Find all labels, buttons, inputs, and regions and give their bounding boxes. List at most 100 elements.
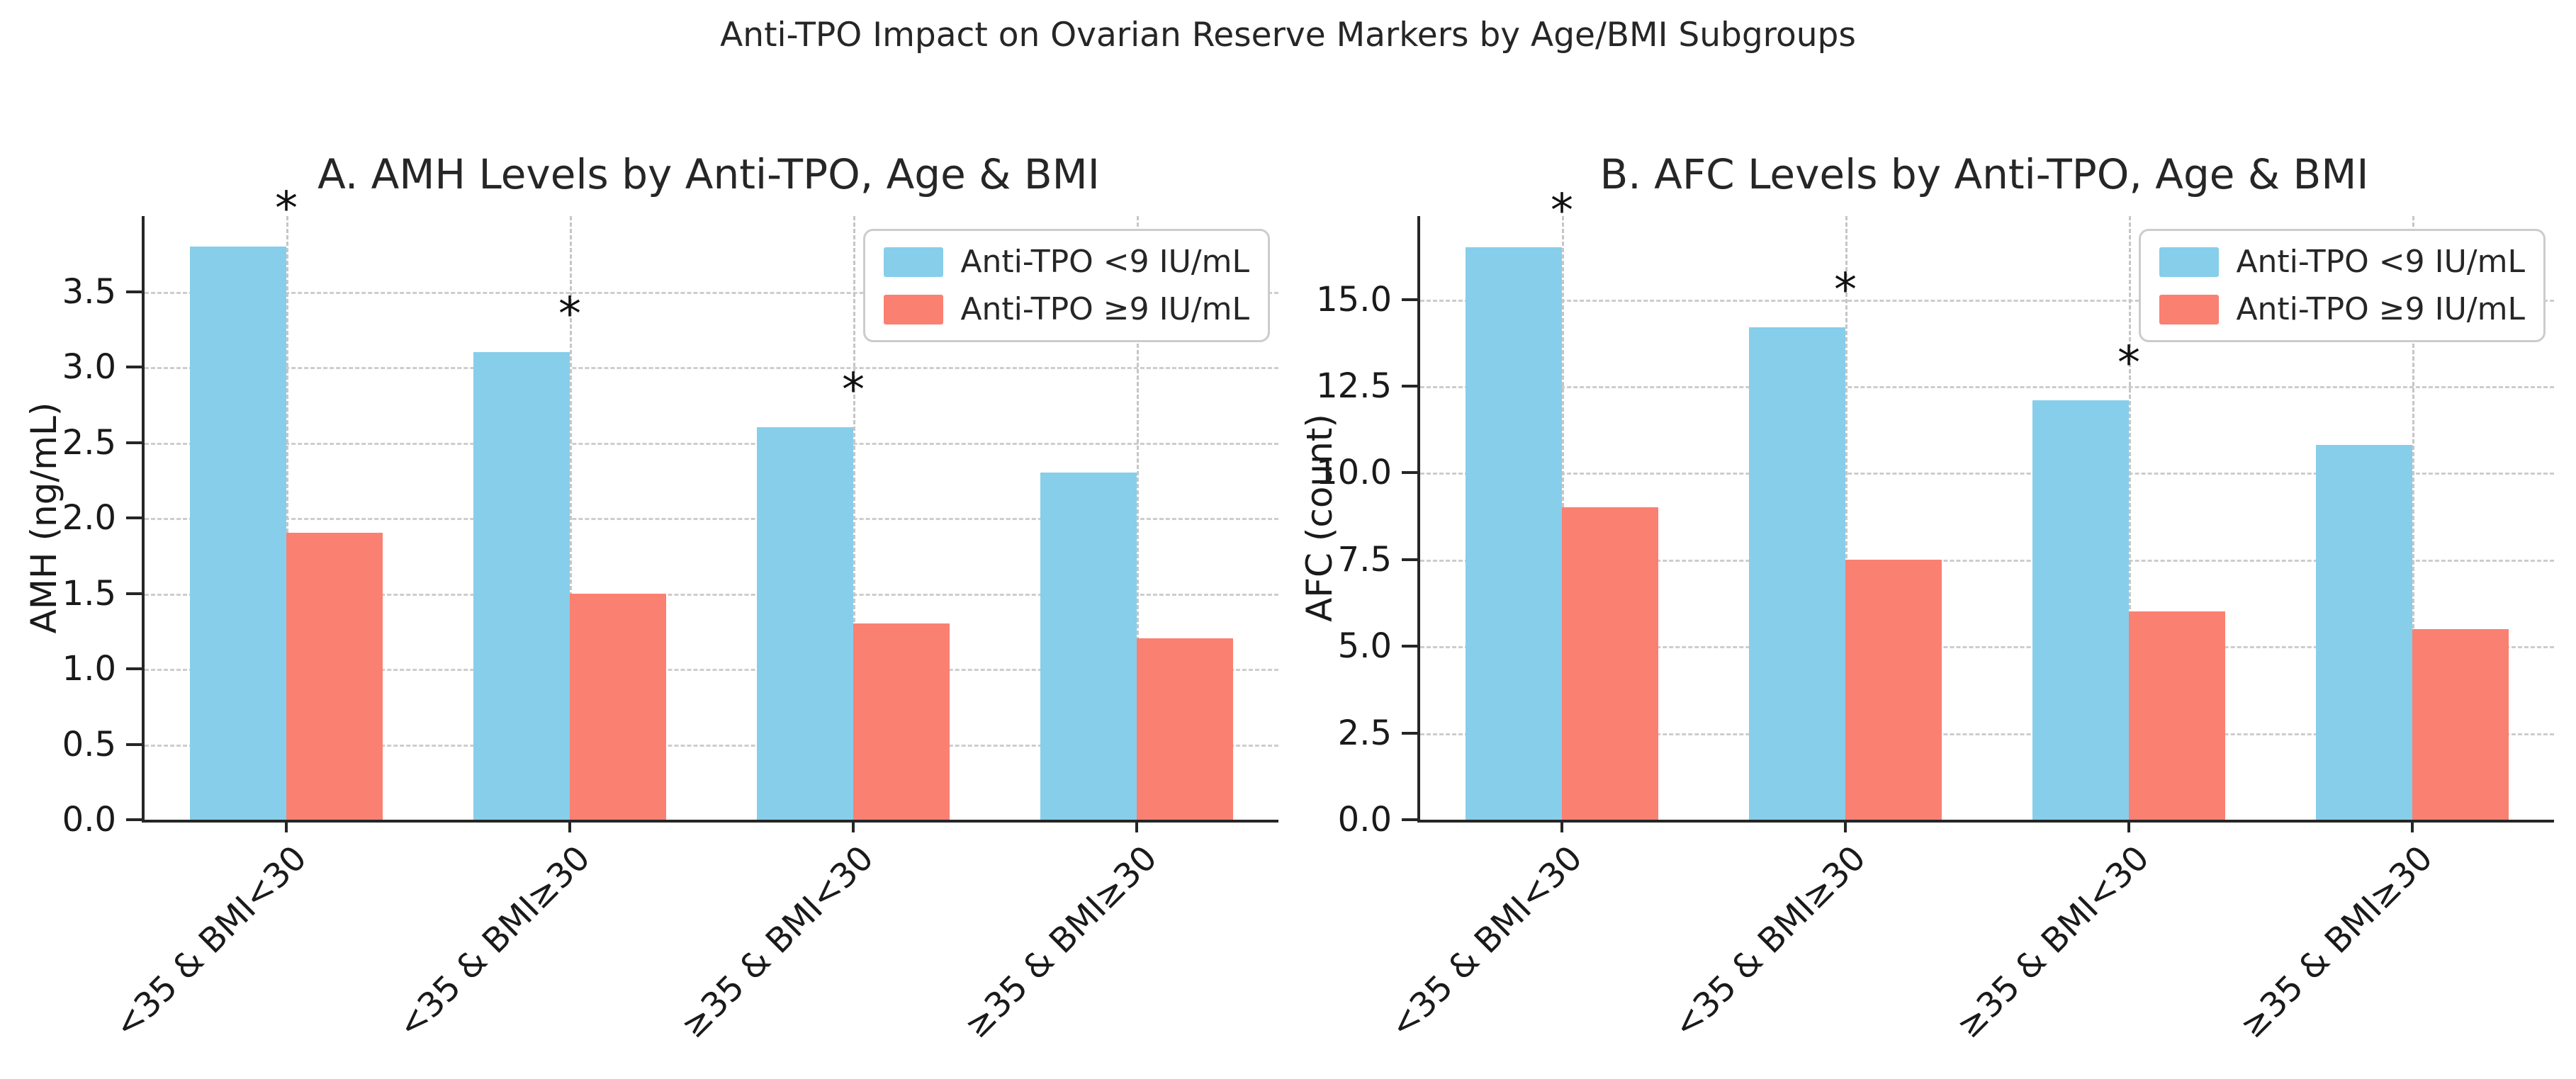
x-tick-label: <35 & BMI<30 xyxy=(106,838,315,1046)
gridline-horizontal xyxy=(145,593,1278,596)
y-tick-mark xyxy=(126,516,142,519)
y-tick-label: 1.0 xyxy=(62,649,116,689)
x-tick-mark xyxy=(852,823,855,832)
x-tick-label: ≥35 & BMI≥30 xyxy=(957,838,1165,1046)
bar-anti-tpo-high xyxy=(853,623,950,820)
significance-asterisk: * xyxy=(2117,337,2140,390)
x-tick-label: ≥35 & BMI≥30 xyxy=(2232,838,2441,1046)
legend-item: Anti-TPO <9 IU/mL xyxy=(2159,244,2525,280)
y-tick-label: 7.5 xyxy=(1337,539,1392,580)
bar-anti-tpo-low xyxy=(1466,247,1562,820)
panel-amh-y-axis-label: AMH (ng/mL) xyxy=(23,402,64,634)
gridline-vertical xyxy=(2129,216,2131,820)
bar-anti-tpo-low xyxy=(473,351,570,820)
panel-afc-plot-area: 0.0 2.5 5.0 7.5 10.0 12.5 15.0 <35 & BMI<30 <35 … xyxy=(1316,188,2554,1046)
gridline-vertical xyxy=(1137,216,1139,820)
y-tick-mark xyxy=(126,290,142,293)
gridline-vertical xyxy=(286,216,288,820)
legend-label: Anti-TPO <9 IU/mL xyxy=(2236,244,2525,280)
y-tick-label: 15.0 xyxy=(1316,279,1392,320)
figure-title: Anti-TPO Impact on Ovarian Reserve Marke… xyxy=(720,16,1856,55)
y-tick-mark xyxy=(1402,731,1417,735)
gridline-vertical xyxy=(1845,216,1847,820)
y-tick-label: 2.5 xyxy=(62,422,116,463)
gridline-horizontal xyxy=(145,367,1278,369)
gridline-vertical xyxy=(570,216,572,820)
x-tick-mark xyxy=(2127,823,2130,832)
bar-anti-tpo-low xyxy=(1749,327,1845,820)
bar-anti-tpo-low xyxy=(190,246,286,820)
gridline-horizontal xyxy=(1420,559,2554,562)
gridline-horizontal xyxy=(145,518,1278,520)
gridline-horizontal xyxy=(1420,473,2554,475)
panel-amh-title: A. AMH Levels by Anti-TPO, Age & BMI xyxy=(317,150,1100,198)
gridline-horizontal xyxy=(145,669,1278,671)
legend-item: Anti-TPO ≥9 IU/mL xyxy=(884,291,1249,327)
y-tick-mark xyxy=(126,366,142,368)
gridline-horizontal xyxy=(145,442,1278,445)
legend-label: Anti-TPO ≥9 IU/mL xyxy=(960,291,1249,327)
significance-asterisk: * xyxy=(1551,184,1573,237)
x-tick-mark xyxy=(568,823,571,832)
y-tick-mark xyxy=(1402,384,1417,388)
bar-anti-tpo-high xyxy=(1562,507,1658,820)
legend-swatch-blue xyxy=(2159,247,2220,277)
y-tick-label: 3.0 xyxy=(62,347,116,387)
x-tick-label: <35 & BMI≥30 xyxy=(390,838,598,1046)
panel-afc-y-axis-label: AFC (count) xyxy=(1299,414,1340,622)
y-tick-label: 5.0 xyxy=(1337,626,1392,667)
gridline-horizontal xyxy=(145,744,1278,747)
x-tick-label: ≥35 & BMI<30 xyxy=(673,838,882,1046)
y-tick-mark xyxy=(126,742,142,746)
y-tick-mark xyxy=(126,441,142,444)
gridline-vertical xyxy=(853,216,855,820)
y-tick-label: 1.5 xyxy=(62,573,116,614)
legend-label: Anti-TPO <9 IU/mL xyxy=(960,244,1249,280)
bar-anti-tpo-high xyxy=(2129,611,2225,820)
y-tick-mark xyxy=(1402,558,1417,561)
legend-item: Anti-TPO ≥9 IU/mL xyxy=(2159,291,2525,327)
panel-amh-plot-area: 0.0 0.5 1.0 1.5 2.0 2.5 3.0 3.5 <35 & BMI<30 <35 … xyxy=(62,186,1278,1046)
gridline-vertical xyxy=(2412,216,2414,820)
x-tick-mark xyxy=(1560,823,1563,832)
y-tick-mark xyxy=(126,818,142,821)
y-tick-mark xyxy=(1402,818,1417,821)
legend-swatch-red xyxy=(2159,294,2220,324)
gridline-horizontal xyxy=(145,291,1278,294)
y-tick-label: 0.0 xyxy=(62,800,116,840)
legend-swatch-red xyxy=(884,294,944,324)
x-tick-label: <35 & BMI≥30 xyxy=(1665,838,1874,1046)
y-tick-mark xyxy=(1402,471,1417,475)
y-tick-label: 3.5 xyxy=(62,271,116,312)
bar-anti-tpo-low xyxy=(757,427,853,820)
y-tick-label: 2.0 xyxy=(62,498,116,538)
y-tick-mark xyxy=(126,592,142,595)
y-tick-mark xyxy=(1402,645,1417,648)
x-tick-mark xyxy=(2411,823,2414,832)
y-tick-mark xyxy=(1402,298,1417,301)
x-tick-label: <35 & BMI<30 xyxy=(1382,838,1590,1046)
y-tick-label: 2.5 xyxy=(1337,713,1392,753)
y-tick-label: 12.5 xyxy=(1316,366,1392,406)
gridline-horizontal xyxy=(1420,646,2554,649)
gridline-horizontal xyxy=(1420,385,2554,388)
significance-asterisk: * xyxy=(558,288,581,341)
legend-item: Anti-TPO <9 IU/mL xyxy=(884,244,1249,280)
significance-asterisk: * xyxy=(1834,264,1857,317)
x-tick-mark xyxy=(285,823,288,832)
legend-label: Anti-TPO ≥9 IU/mL xyxy=(2236,291,2525,327)
significance-asterisk: * xyxy=(842,363,865,417)
bar-anti-tpo-low xyxy=(2032,400,2129,820)
y-tick-label: 0.5 xyxy=(62,724,116,764)
bar-anti-tpo-high xyxy=(2412,628,2509,820)
x-tick-mark xyxy=(1844,823,1847,832)
bar-anti-tpo-low xyxy=(2316,445,2412,820)
bar-anti-tpo-high xyxy=(570,593,666,820)
x-tick-label: ≥35 & BMI<30 xyxy=(1949,838,2157,1046)
gridline-horizontal xyxy=(1420,299,2554,302)
bar-anti-tpo-high xyxy=(1137,638,1233,820)
panel-afc-title: B. AFC Levels by Anti-TPO, Age & BMI xyxy=(1599,150,2369,198)
y-tick-label: 0.0 xyxy=(1337,800,1392,840)
bar-anti-tpo-high xyxy=(1845,559,1942,820)
panel-amh-legend: Anti-TPO <9 IU/mL Anti-TPO ≥9 IU/mL xyxy=(863,229,1270,342)
